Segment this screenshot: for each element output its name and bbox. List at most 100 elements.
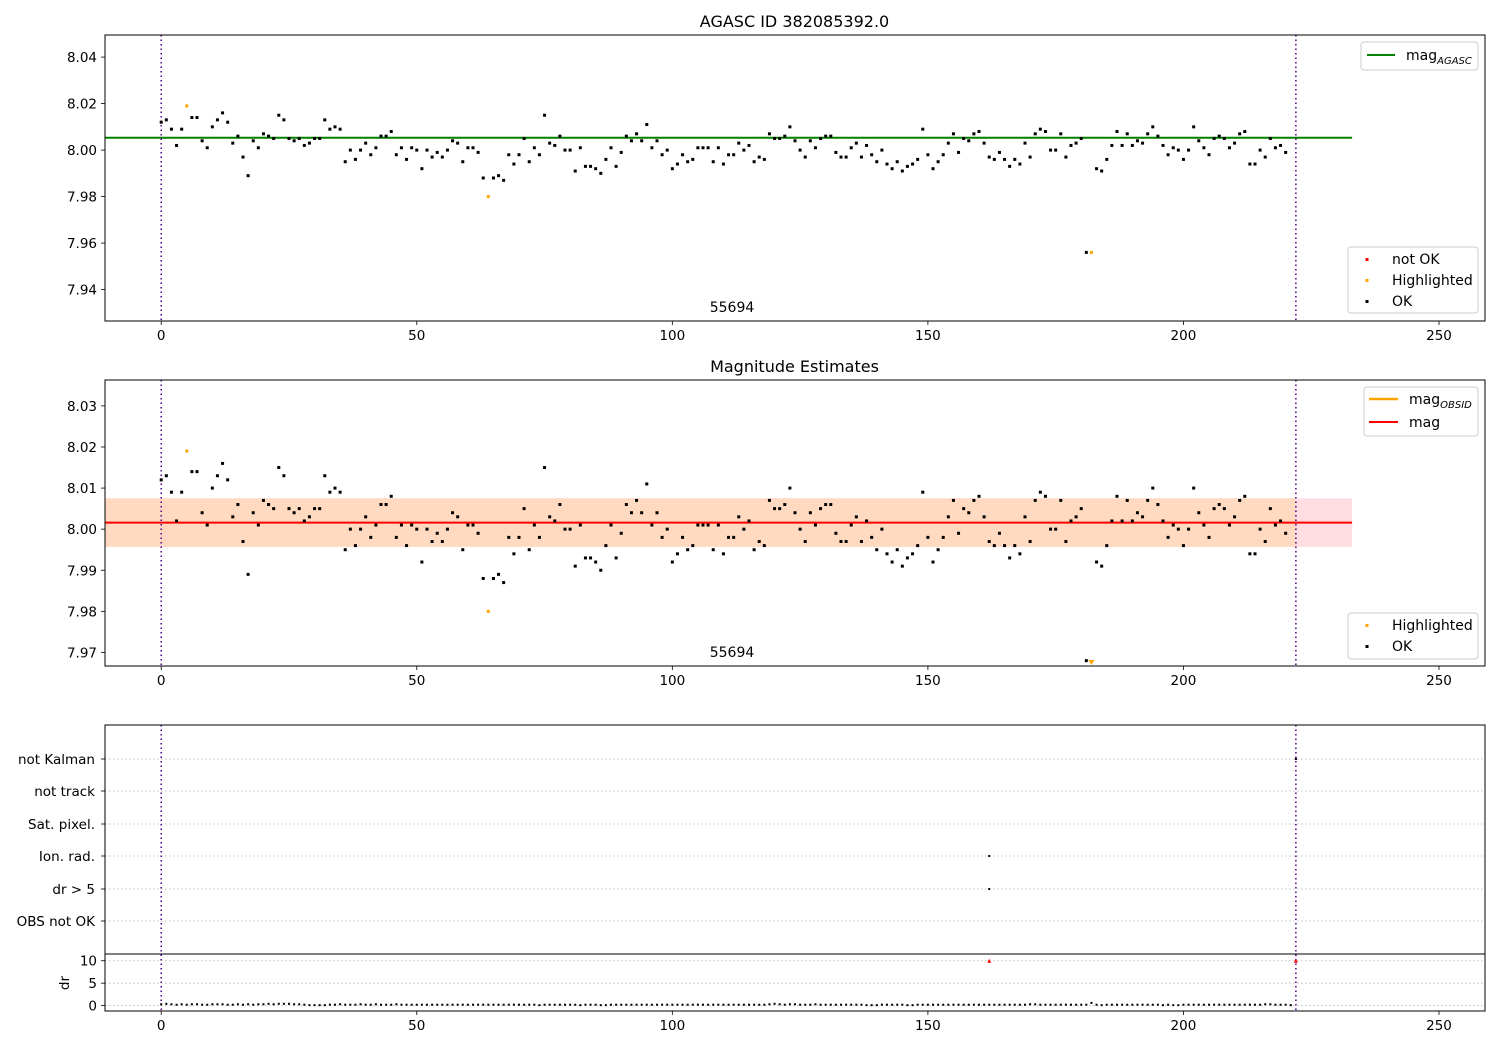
ok-point <box>497 174 501 178</box>
ok-point <box>338 490 342 494</box>
ok-point <box>675 552 679 556</box>
ok-point <box>558 134 562 138</box>
dr-point <box>487 1003 490 1006</box>
y-tick-label: 8.00 <box>67 143 97 159</box>
ok-point <box>369 153 373 157</box>
ok-point <box>1187 148 1191 152</box>
ok-point <box>348 148 352 152</box>
dr-point <box>211 1003 214 1006</box>
ok-point <box>164 118 168 122</box>
dr-point <box>339 1003 342 1006</box>
ok-point <box>865 519 869 523</box>
dr-point <box>349 1003 352 1006</box>
panel2-title: Magnitude Estimates <box>710 357 879 376</box>
ok-point <box>859 539 863 543</box>
dr-point <box>221 1003 224 1006</box>
dr-point <box>242 1003 244 1006</box>
ok-point <box>1146 132 1150 136</box>
dr-point <box>860 1003 863 1006</box>
ok-point <box>1268 507 1272 511</box>
dr-point <box>1248 1003 1251 1006</box>
highlighted-point <box>486 609 490 613</box>
dr-point <box>359 1003 362 1006</box>
ok-point <box>1233 515 1237 519</box>
dr-point <box>160 1003 163 1006</box>
ok-point <box>374 523 378 527</box>
ok-point <box>1054 527 1058 531</box>
dr-point <box>850 1003 853 1006</box>
dr-point <box>477 1003 480 1006</box>
y-tick-label: 8.01 <box>67 481 97 497</box>
ok-point <box>1258 148 1262 152</box>
ok-point <box>445 527 449 531</box>
ok-point <box>435 150 439 154</box>
dr-point <box>369 1003 372 1006</box>
ok-point <box>614 164 618 168</box>
legend-highlighted-marker <box>1365 279 1369 282</box>
dr-point <box>1238 1003 1241 1006</box>
y-tick-label: 8.04 <box>67 50 97 66</box>
ok-point <box>1227 146 1231 150</box>
ok-point <box>476 531 480 535</box>
ok-point <box>972 498 976 502</box>
dr-subplot: 0 5 10 <box>80 954 1485 1015</box>
ok-point <box>169 127 173 131</box>
y-tick-label: 7.96 <box>67 236 97 252</box>
dr-point <box>1151 1003 1154 1006</box>
legend-mag-agasc-label: magAGASC <box>1406 48 1472 67</box>
dr-point <box>666 1003 669 1006</box>
panel1-title: AGASC ID 382085392.0 <box>700 12 889 31</box>
ok-point <box>813 146 817 150</box>
dr-point <box>880 1003 883 1006</box>
ok-point <box>159 478 163 482</box>
dr-point <box>196 1003 198 1006</box>
ok-point <box>875 548 879 552</box>
ok-point <box>1105 157 1109 161</box>
ok-point <box>614 556 618 560</box>
dr-point <box>809 1003 812 1006</box>
ok-point <box>854 141 858 145</box>
dr-point <box>640 1003 643 1006</box>
ok-point <box>491 576 495 580</box>
dr-point <box>932 1003 934 1006</box>
ok-point <box>696 523 700 527</box>
ok-point <box>1202 523 1206 527</box>
dr-point <box>921 1003 924 1006</box>
dr-point <box>497 1003 500 1006</box>
ok-point <box>1146 498 1150 502</box>
ok-point <box>543 113 547 117</box>
panel2-x-ticks: 0 50 100 150 200 250 <box>157 666 1452 689</box>
magnitude-estimates-panel: Magnitude Estimates 55694 magOBSID mag H… <box>67 357 1486 689</box>
dr-point <box>712 1003 715 1006</box>
dr-point <box>1213 1003 1216 1006</box>
ok-point <box>297 507 301 511</box>
x-tick-label: 250 <box>1426 328 1452 344</box>
panel1-legend-lower-box <box>1347 246 1479 314</box>
dr-point <box>303 1003 306 1006</box>
ok-point <box>803 155 807 159</box>
ok-point <box>195 116 199 120</box>
ok-point <box>665 148 669 152</box>
dr-point <box>1264 1003 1267 1006</box>
dr-point <box>267 1002 270 1005</box>
dr-point <box>901 1003 904 1006</box>
dr-point <box>942 1003 945 1006</box>
ok-point <box>1013 157 1017 161</box>
dr-point <box>1136 1003 1139 1006</box>
ok-point <box>548 515 552 519</box>
dr-point <box>1095 1003 1098 1006</box>
dr-point <box>512 1003 515 1006</box>
dr-point <box>308 1004 311 1007</box>
ok-point <box>916 157 920 161</box>
dr-point <box>691 1003 694 1006</box>
dr-point <box>886 1003 888 1006</box>
ok-point <box>425 148 429 152</box>
ok-point <box>670 167 674 171</box>
dr-point <box>681 1003 684 1006</box>
ok-point <box>895 548 899 552</box>
ok-point <box>599 171 603 175</box>
ok-point <box>660 153 664 157</box>
x-tick-label: 100 <box>659 328 685 344</box>
dr-point <box>788 1003 791 1006</box>
ok-point <box>405 544 409 548</box>
